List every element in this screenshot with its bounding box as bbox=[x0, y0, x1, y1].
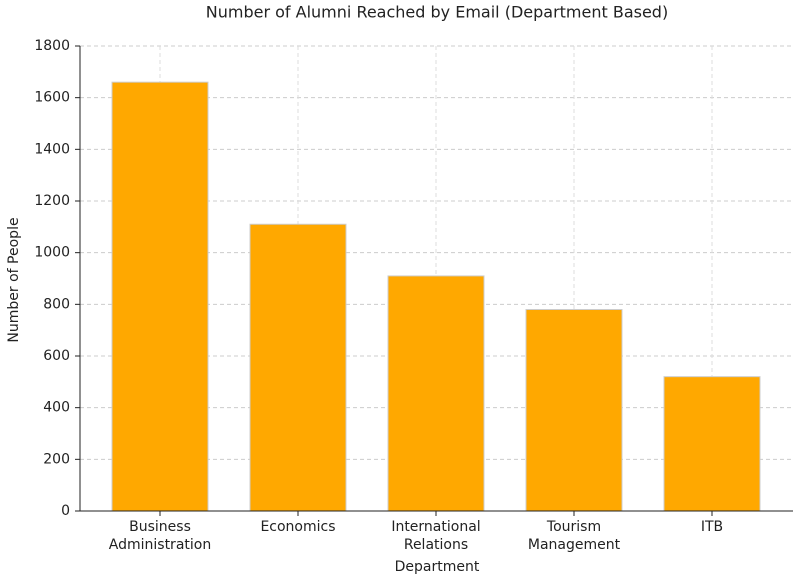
x-tick-label: ITB bbox=[700, 519, 724, 535]
bar bbox=[663, 376, 761, 512]
y-tick-label: 1600 bbox=[34, 90, 70, 106]
y-axis-label: Number of People bbox=[6, 217, 22, 342]
y-tick-label: 800 bbox=[43, 296, 70, 312]
x-tick-label: Economics bbox=[260, 519, 336, 535]
bar bbox=[249, 223, 347, 512]
y-tick-label: 1200 bbox=[34, 193, 70, 209]
x-axis-label: Department bbox=[395, 559, 480, 575]
chart-title: Number of Alumni Reached by Email (Depar… bbox=[206, 3, 668, 22]
y-tick-label: 1800 bbox=[34, 38, 70, 54]
y-tick-label: 400 bbox=[43, 400, 70, 416]
bar bbox=[111, 81, 209, 512]
y-tick-label: 600 bbox=[43, 348, 70, 364]
bar bbox=[387, 275, 485, 512]
x-tick-label: Business Administration bbox=[108, 519, 212, 553]
x-tick-label: International Relations bbox=[391, 519, 481, 553]
bar bbox=[525, 309, 623, 512]
y-tick-label: 0 bbox=[61, 503, 70, 519]
y-tick-label: 200 bbox=[43, 451, 70, 467]
y-tick-label: 1000 bbox=[34, 245, 70, 261]
x-tick-label: Tourism Management bbox=[527, 519, 621, 553]
y-tick-label: 1400 bbox=[34, 141, 70, 157]
